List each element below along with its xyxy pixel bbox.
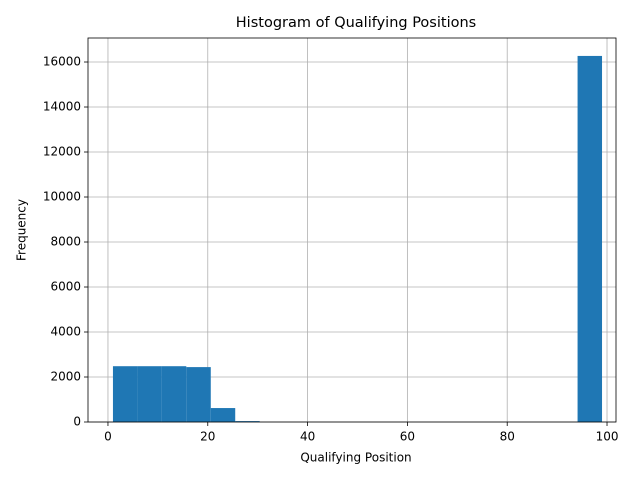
x-tick-label: 80: [500, 430, 515, 444]
bar: [577, 55, 603, 422]
bar: [186, 367, 211, 422]
bar: [161, 366, 187, 422]
x-tick-label: 100: [596, 430, 619, 444]
y-tick-label: 12000: [43, 145, 81, 159]
y-tick-label: 16000: [43, 55, 81, 69]
x-axis-label: Qualifying Position: [300, 451, 411, 465]
x-tick-label: 60: [400, 430, 415, 444]
y-tick-label: 2000: [50, 370, 81, 384]
y-tick-label: 6000: [50, 280, 81, 294]
y-tick-label: 14000: [43, 100, 81, 114]
bar: [235, 421, 260, 422]
y-tick-label: 4000: [50, 325, 81, 339]
y-tick-label: 8000: [50, 235, 81, 249]
chart-title: Histogram of Qualifying Positions: [236, 15, 476, 31]
bar: [112, 366, 138, 422]
y-tick-label: 10000: [43, 190, 81, 204]
bar: [137, 366, 162, 422]
y-axis-label: Frequency: [15, 199, 29, 261]
x-tick-label: 20: [200, 430, 215, 444]
bar: [210, 408, 236, 422]
plot-frame: [87, 37, 617, 423]
y-tick-label: 0: [73, 415, 81, 429]
x-tick-label: 0: [104, 430, 112, 444]
x-tick-label: 40: [300, 430, 315, 444]
